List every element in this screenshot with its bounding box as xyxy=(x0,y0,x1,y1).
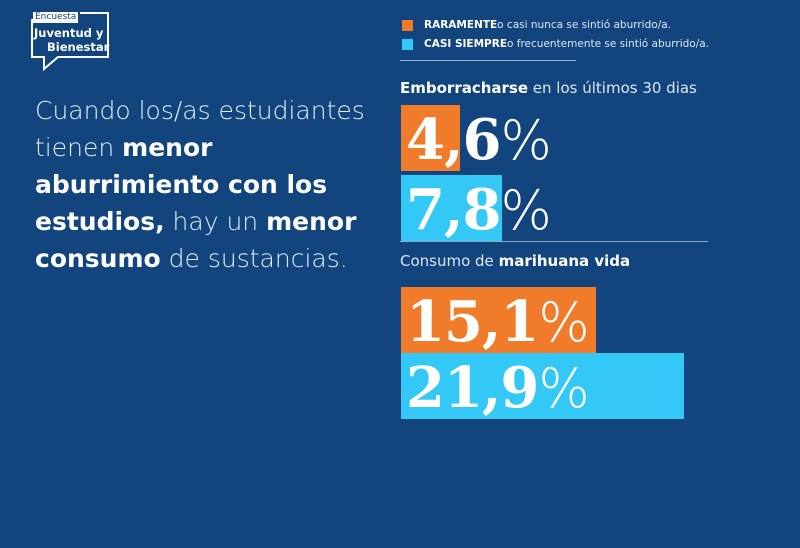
legend-item-almost-always: CASI SIEMPRE o frecuentemente se sintió … xyxy=(402,35,709,54)
title-rest: en los últimos 30 dias xyxy=(528,79,697,97)
data-label-1-1: 21,9% xyxy=(406,355,590,421)
divider xyxy=(400,241,708,242)
legend-text: o frecuentemente se sintió aburrido/a. xyxy=(507,38,710,50)
logo: Encuesta Juventud y Bienestar xyxy=(30,9,112,71)
legend-swatch xyxy=(402,20,413,31)
lead-part: de sustancias. xyxy=(160,244,348,273)
legend-swatch xyxy=(402,39,413,50)
legend-item-rarely: RARAMENTE o casi nunca se sintió aburrid… xyxy=(402,16,709,35)
data-label-0-0: 4,6% xyxy=(406,107,552,173)
legend-bold: CASI SIEMPRE xyxy=(424,38,508,50)
bar-0-1 xyxy=(401,175,502,241)
lead-text: Cuando los/as estudiantes tienen menor a… xyxy=(35,92,365,277)
group-title-drunk: Emborracharse en los últimos 30 dias xyxy=(400,79,697,97)
logo-line1: Juventud y xyxy=(34,26,104,40)
lead-part: hay un xyxy=(164,207,267,236)
legend-text: o casi nunca se sintió aburrido/a. xyxy=(497,19,672,31)
speech-bubble-icon xyxy=(31,12,109,71)
lead-bold: menor aburrimiento con los estudios, xyxy=(35,133,328,236)
group-title-marijuana: Consumo de marihuana vida xyxy=(400,252,630,270)
lead-part: Cuando los/as estudiantes tienen xyxy=(35,96,365,162)
data-label-0-1: 7,8% xyxy=(406,177,552,243)
divider xyxy=(400,60,576,61)
bar-1-1 xyxy=(401,353,684,419)
lead-bold: menor consumo xyxy=(35,207,357,273)
title-bold: marihuana vida xyxy=(498,252,631,270)
bar-0-0 xyxy=(401,105,461,171)
legend-bold: RARAMENTE xyxy=(424,19,498,31)
legend: RARAMENTE o casi nunca se sintió aburrid… xyxy=(402,16,709,54)
bar-1-0 xyxy=(401,287,596,353)
data-label-1-0: 15,1% xyxy=(406,289,590,355)
logo-line2: Bienestar xyxy=(47,40,110,54)
title-bold: Emborracharse xyxy=(400,79,529,97)
logo-tag: Encuesta xyxy=(33,12,79,23)
title-rest: Consumo de xyxy=(400,252,499,270)
